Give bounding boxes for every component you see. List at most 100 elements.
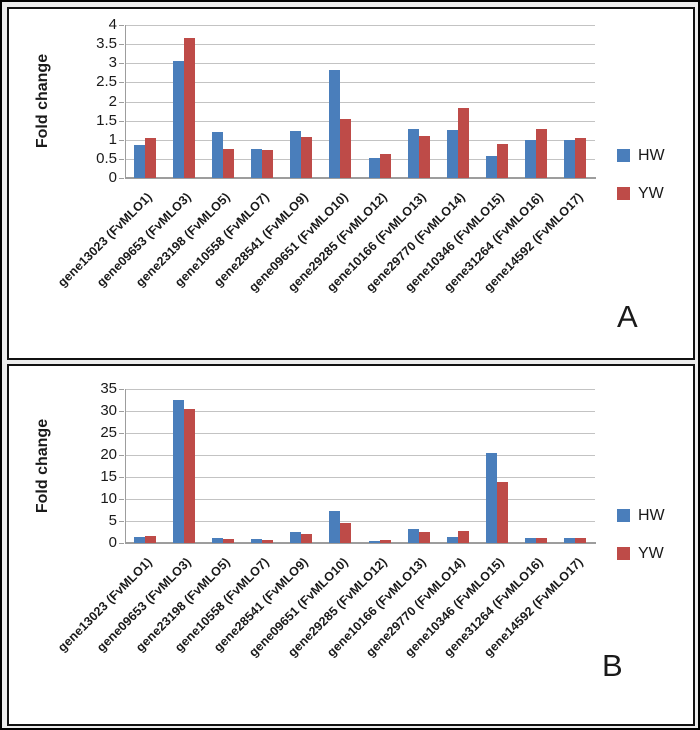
y-axis-tick	[119, 543, 124, 544]
bar-hw-5	[329, 70, 341, 178]
gridline	[125, 389, 595, 390]
y-axis-tick	[119, 120, 124, 122]
legend-swatch-yw	[617, 547, 630, 560]
bar-yw-8	[457, 531, 469, 543]
bar-hw-4	[290, 532, 302, 543]
legend-label-hw: HW	[638, 147, 665, 164]
bar-yw-10	[536, 129, 548, 178]
bar-hw-11	[564, 538, 576, 543]
y-axis-tick	[119, 101, 124, 103]
legend-swatch-yw	[617, 187, 630, 200]
y-axis-tick	[119, 455, 124, 456]
legend-label-hw: HW	[638, 507, 665, 524]
y-axis-tick	[119, 477, 124, 478]
gridline	[125, 120, 595, 122]
bar-yw-3	[262, 540, 274, 543]
bar-hw-2	[211, 132, 223, 178]
panel-b: Fold change HW YW B 35 30 25 20 15 10 5 0 gene130…	[7, 364, 695, 726]
bar-yw-5	[340, 119, 352, 178]
bar-yw-0	[144, 536, 156, 543]
legend-swatch-hw	[617, 149, 630, 162]
bar-hw-11	[564, 140, 576, 178]
y-axis-tick	[119, 521, 124, 522]
y-tick-label: 30	[100, 402, 117, 419]
bar-hw-7	[407, 129, 419, 178]
bar-yw-3	[262, 150, 274, 178]
bar-hw-3	[251, 539, 263, 543]
bar-yw-9	[497, 482, 509, 543]
bar-hw-0	[133, 537, 145, 543]
bar-hw-3	[251, 149, 263, 178]
bar-hw-6	[368, 541, 380, 543]
bar-yw-6	[379, 540, 391, 543]
bar-yw-4	[301, 137, 313, 178]
bar-yw-9	[497, 144, 509, 178]
bar-yw-0	[144, 138, 156, 178]
gridline	[125, 101, 595, 103]
panel-label-a: A	[617, 299, 638, 334]
y-axis-tick	[119, 433, 124, 434]
bar-yw-10	[536, 538, 548, 543]
y-axis-line	[125, 25, 126, 178]
bar-yw-11	[575, 138, 587, 178]
legend-swatch-hw	[617, 509, 630, 522]
legend-a: HW YW	[617, 147, 665, 202]
x-axis-line	[125, 177, 596, 179]
gridline	[125, 158, 595, 160]
bar-hw-8	[446, 537, 458, 543]
y-tick-label: 3	[108, 54, 117, 72]
bar-hw-2	[211, 538, 223, 543]
bar-hw-9	[486, 156, 498, 178]
bar-yw-6	[379, 154, 391, 178]
y-tick-label: 10	[100, 490, 117, 507]
legend-item-yw: YW	[617, 545, 665, 562]
bar-hw-1	[172, 400, 184, 543]
legend-label-yw: YW	[638, 545, 664, 562]
y-tick-label: 5	[108, 512, 117, 529]
x-axis-line	[125, 542, 596, 544]
gridline	[125, 63, 595, 65]
y-axis-tick	[119, 389, 124, 390]
gridline	[125, 433, 595, 434]
legend-item-hw: HW	[617, 147, 665, 164]
panel-a: Fold change HW YW A 4 3.5 3 2.5 2 1.5 1 0.5 0 gene…	[7, 7, 695, 360]
y-axis-title: Fold change	[34, 418, 51, 514]
y-axis-tick	[119, 82, 124, 84]
bar-yw-4	[301, 534, 313, 543]
gridline	[125, 139, 595, 141]
gridline	[125, 411, 595, 412]
bar-yw-7	[418, 136, 430, 178]
bar-hw-10	[525, 538, 537, 543]
bar-hw-7	[407, 529, 419, 543]
gridline	[125, 25, 595, 26]
y-tick-label: 0.5	[96, 149, 117, 167]
panel-label-b: B	[602, 648, 623, 683]
y-tick-label: 35	[100, 380, 117, 397]
gridline	[125, 82, 595, 84]
y-axis-tick	[119, 178, 124, 179]
legend-item-yw: YW	[617, 186, 665, 202]
y-axis-tick	[119, 44, 124, 46]
bar-hw-10	[525, 140, 537, 178]
y-tick-label: 2.5	[96, 73, 117, 91]
bar-hw-9	[486, 453, 498, 543]
bar-hw-8	[446, 130, 458, 178]
y-axis-tick	[119, 411, 124, 412]
bar-yw-1	[183, 409, 195, 543]
bar-hw-0	[133, 145, 145, 178]
y-tick-label: 0	[108, 534, 117, 551]
y-tick-label: 1.5	[96, 111, 117, 129]
y-tick-label: 20	[100, 446, 117, 463]
bar-hw-5	[329, 511, 341, 543]
gridline	[125, 455, 595, 456]
y-axis-line	[125, 389, 126, 543]
gridline	[125, 44, 595, 46]
legend-b: HW YW	[617, 507, 665, 562]
bar-yw-11	[575, 538, 587, 543]
y-axis-title: Fold change	[34, 53, 51, 149]
y-tick-label: 3.5	[96, 35, 117, 53]
y-axis-tick	[119, 63, 124, 65]
y-tick-label: 4	[108, 16, 117, 33]
gridline	[125, 477, 595, 478]
